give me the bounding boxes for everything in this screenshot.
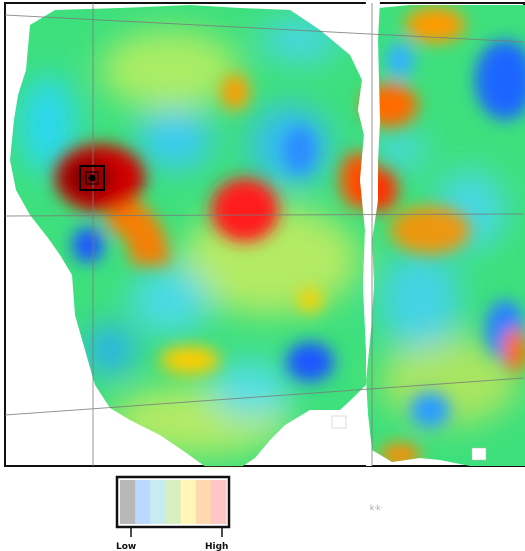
color-legend: Low High [115, 475, 231, 551]
faint-text: k·k· [370, 504, 383, 512]
legend-swatch [120, 480, 136, 524]
heat-zone-orange-4 [390, 206, 470, 254]
legend-swatch [195, 480, 212, 524]
grid-line-horizontal-3 [4, 377, 525, 416]
legend-swatch [150, 480, 166, 524]
heat-zone-cyan-10 [375, 130, 425, 170]
grid-line-horizontal-2 [4, 213, 525, 217]
legend-swatch [135, 480, 151, 524]
heat-zone-orange-8 [298, 288, 322, 312]
heat-zone-cyan-1 [20, 75, 76, 175]
grid-line-horizontal-1 [4, 14, 525, 43]
heat-zone-orange-3 [405, 7, 465, 43]
legend-low-label: Low [116, 542, 136, 551]
heat-zone-cyan-8 [380, 250, 460, 350]
legend-swatch [210, 480, 227, 524]
legend-high-label: High [205, 542, 228, 551]
heat-core-blue-4 [284, 126, 316, 174]
heat-core-blue-2 [286, 342, 334, 382]
coverage-hole-1 [331, 415, 347, 429]
heat-zone-orange-9 [160, 346, 220, 374]
coverage-gap [358, 0, 380, 466]
legend-swatch [180, 480, 197, 524]
heat-zone-cyan-2 [137, 110, 213, 170]
coverage-hole-2 [471, 447, 487, 461]
heat-ridge-orange-1 [104, 191, 169, 266]
heat-zone-orange-1 [221, 74, 249, 110]
heat-core-blue-1 [72, 227, 104, 263]
heat-zone-cyan-6 [85, 325, 135, 375]
map-grid [4, 3, 525, 466]
heat-core-red-1 [211, 178, 279, 242]
heat-core-darkred-1 [62, 158, 114, 198]
heat-core-blue-6 [410, 392, 450, 428]
heat-zone-cyan-7 [210, 360, 290, 420]
square-target-icon[interactable] [79, 165, 105, 191]
heat-core-blue-3 [475, 40, 525, 120]
heat-core-blue-7 [386, 42, 414, 78]
legend-swatch [165, 480, 182, 524]
legend-frame [115, 475, 231, 529]
heat-zone-yellow-1 [100, 30, 240, 110]
heat-zone-orange-6 [503, 328, 525, 372]
heat-zone-cyan-5 [130, 265, 210, 335]
